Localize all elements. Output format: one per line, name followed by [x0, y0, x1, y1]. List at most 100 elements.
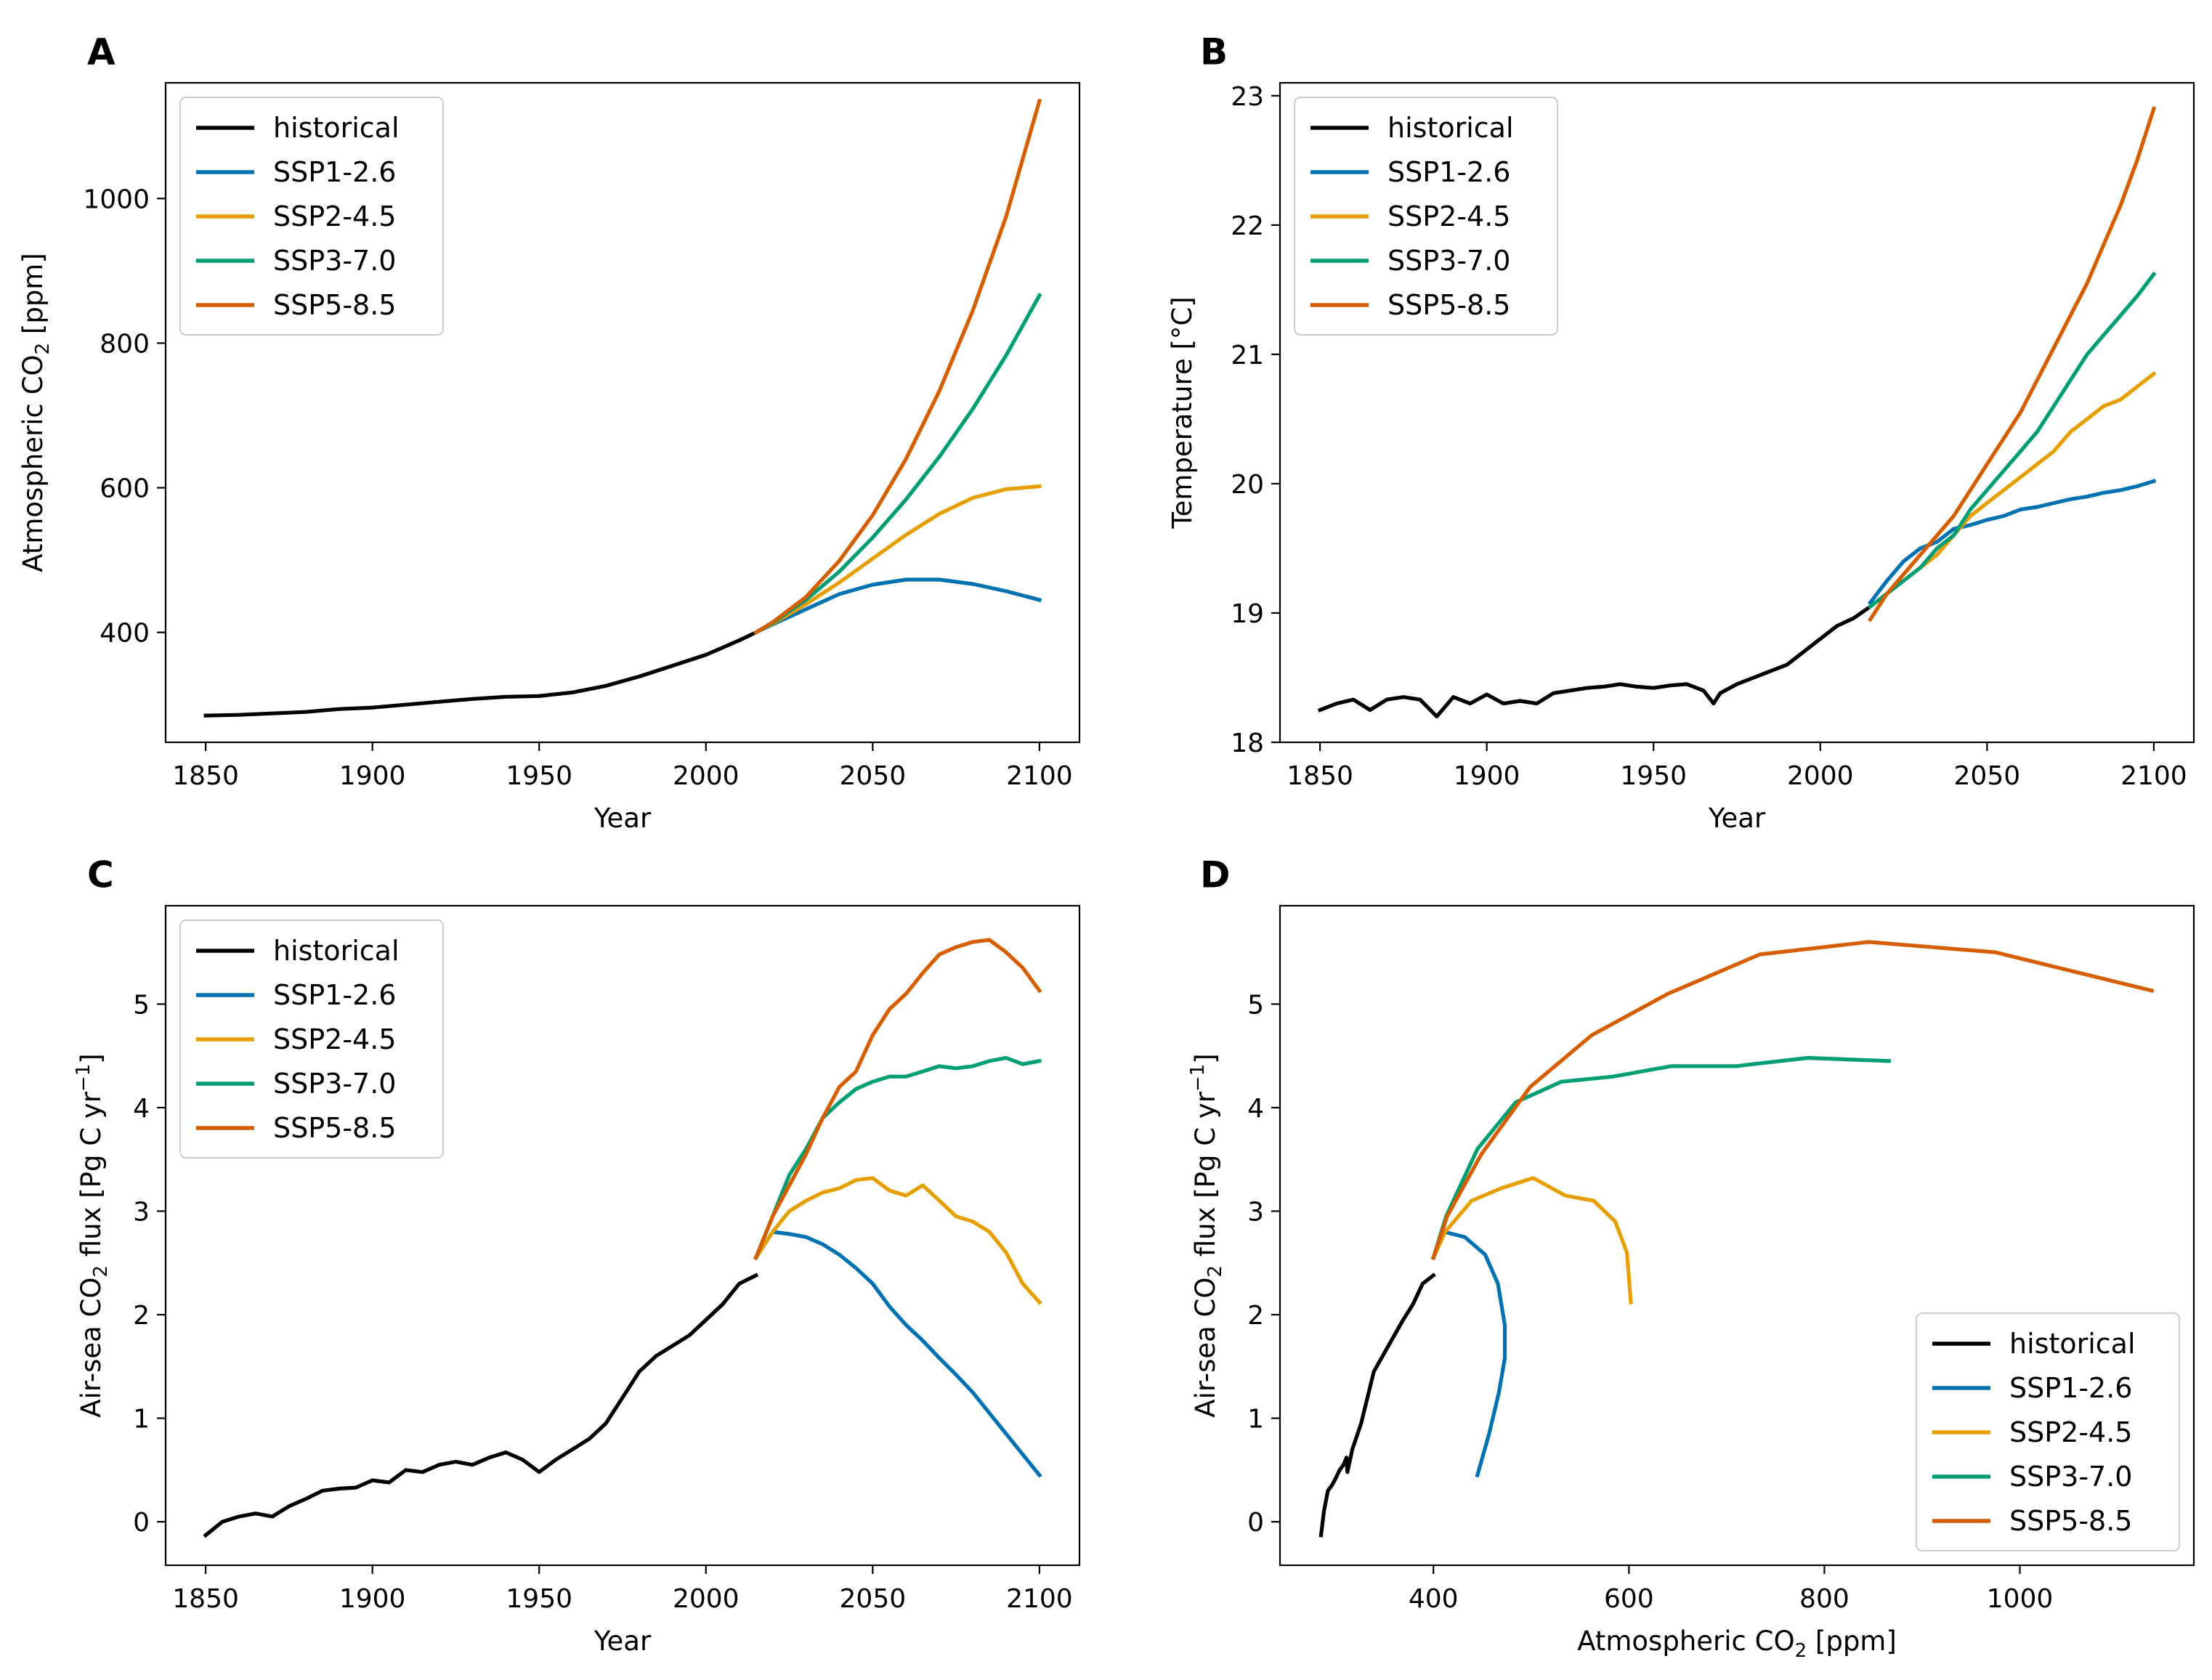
series-line-ssp3-7-0 — [1867, 271, 2157, 609]
legend-entry-label: historical — [273, 935, 400, 967]
panel-c: C 1850 1900 1950 2000 2050 2100 0 1 2 3 4 5 Year Air-s… — [73, 854, 1081, 1657]
x-tick-label: 2000 — [673, 1584, 740, 1614]
panel-letter: C — [87, 854, 114, 896]
x-tick-label: 1850 — [1287, 761, 1353, 791]
x-tick-label: 2100 — [2120, 761, 2187, 791]
series-line-ssp1-2-6 — [1867, 479, 2157, 606]
legend-entry-label: SSP2-4.5 — [273, 1023, 396, 1055]
y-axis-label: Air-sea CO2 flux [Pg C yr−1] — [1187, 1053, 1226, 1417]
legend-entry-label: SSP5-8.5 — [2009, 1505, 2132, 1537]
x-tick-label: 1900 — [1454, 761, 1520, 791]
y-axis-label: Atmospheric CO2 [ppm] — [17, 253, 54, 572]
x-tick-label: 1950 — [506, 761, 572, 791]
series-line-ssp5-8-5 — [1430, 940, 2155, 1260]
series-line-historical — [203, 630, 759, 718]
x-tick-label: 1850 — [172, 1584, 239, 1614]
x-tick-label: 600 — [1604, 1584, 1654, 1614]
series-line-ssp3-7-0 — [1430, 1055, 1891, 1260]
axes-frame — [164, 904, 1081, 1567]
legend-box — [1916, 1312, 2180, 1551]
series-line-historical — [1318, 1273, 1436, 1538]
x-tick-label: 2100 — [1006, 761, 1073, 791]
y-tick-label: 21 — [1231, 341, 1264, 370]
x-tick-label: 2000 — [1787, 761, 1854, 791]
x-tick-label: 2050 — [840, 761, 907, 791]
panel-a: A 1850 1900 1950 2000 2050 2100 400 600 800 1000 Ye… — [17, 31, 1081, 834]
legend-entry-label: SSP1-2.6 — [1387, 156, 1510, 188]
legend-entry-label: SSP2-4.5 — [2009, 1416, 2132, 1448]
y-tick-label: 3 — [1247, 1198, 1264, 1227]
x-tick-label: 2000 — [673, 761, 740, 791]
legend-entry-label: SSP3-7.0 — [1387, 245, 1510, 277]
series-line-historical — [1317, 604, 1873, 719]
y-tick-label: 2 — [1247, 1301, 1264, 1331]
y-tick-label: 1 — [1247, 1405, 1264, 1435]
legend-entry-label: SSP3-7.0 — [2009, 1461, 2132, 1493]
legend-entry-label: SSP1-2.6 — [2009, 1372, 2132, 1404]
legend-entry-label: SSP5-8.5 — [273, 289, 396, 321]
panel-letter: B — [1200, 31, 1228, 73]
y-tick-label: 4 — [1247, 1094, 1264, 1124]
panel-letter: D — [1200, 854, 1231, 896]
series-line-ssp2-4-5 — [753, 1176, 1042, 1305]
plot-area — [203, 938, 1042, 1538]
legend: historical SSP1-2.6 SSP2-4.5 SSP3-7.0 SSP5-8… — [179, 920, 444, 1158]
y-tick-label: 20 — [1231, 470, 1264, 500]
plot-area — [203, 98, 1042, 718]
y-tick-label: 4 — [133, 1094, 150, 1124]
legend: historical SSP1-2.6 SSP2-4.5 SSP3-7.0 SSP5-8… — [179, 97, 444, 336]
legend-entry-label: SSP5-8.5 — [273, 1112, 396, 1144]
series-line-ssp5-8-5 — [753, 98, 1042, 636]
series-line-ssp1-2-6 — [753, 577, 1042, 636]
y-axis-label: Temperature [°C] — [1167, 296, 1198, 529]
y-tick-label: 600 — [100, 474, 150, 504]
series-line-ssp3-7-0 — [753, 1055, 1042, 1260]
legend-entry-label: SSP1-2.6 — [273, 979, 396, 1011]
series-line-historical — [203, 1273, 759, 1538]
axes-frame — [1279, 81, 2195, 744]
x-tick-label: 1000 — [1987, 1584, 2054, 1614]
y-tick-label: 23 — [1231, 82, 1264, 112]
x-tick-label: 1900 — [339, 761, 406, 791]
x-tick-label: 1900 — [339, 1584, 406, 1614]
y-tick-label: 400 — [100, 619, 150, 649]
series-line-ssp2-4-5 — [1430, 1176, 1633, 1304]
x-tick-label: 800 — [1799, 1584, 1850, 1614]
legend-entry-label: SSP1-2.6 — [273, 156, 396, 188]
axes-frame — [164, 81, 1081, 744]
y-tick-label: 18 — [1231, 729, 1264, 758]
x-tick-label: 2050 — [1954, 761, 2021, 791]
series-line-ssp1-2-6 — [1430, 1230, 1507, 1478]
y-tick-label: 1 — [133, 1405, 150, 1435]
axes-frame — [1279, 904, 2195, 1567]
x-tick-label: 400 — [1409, 1584, 1459, 1614]
y-tick-label: 1000 — [83, 184, 150, 214]
series-line-ssp5-8-5 — [1868, 106, 2157, 622]
panel-d: D 400 600 800 1000 0 1 2 3 4 5 Atmospheric CO2 [ppm… — [1187, 854, 2195, 1662]
plot-area — [1318, 940, 2155, 1538]
legend-box — [179, 97, 444, 336]
legend-entry-label: SSP2-4.5 — [1387, 200, 1510, 232]
legend: historical SSP1-2.6 SSP2-4.5 SSP3-7.0 SSP5-8… — [1294, 97, 1558, 336]
y-tick-label: 2 — [133, 1301, 150, 1331]
x-axis-label: Atmospheric CO2 [ppm] — [1577, 1626, 1897, 1662]
x-tick-label: 1950 — [1620, 761, 1687, 791]
panel-letter: A — [87, 31, 116, 73]
y-tick-label: 0 — [133, 1508, 150, 1538]
panel-b: B 1850 1900 1950 2000 2050 2100 18 19 20 21 22 23 Yea… — [1167, 31, 2195, 834]
legend-entry-label: SSP5-8.5 — [1387, 289, 1510, 321]
y-axis-label: Air-sea CO2 flux [Pg C yr−1] — [73, 1053, 112, 1417]
series-line-ssp2-4-5 — [753, 484, 1042, 636]
legend-entry-label: SSP3-7.0 — [273, 1068, 396, 1100]
y-tick-label: 800 — [100, 329, 150, 359]
x-tick-label: 2050 — [840, 1584, 907, 1614]
x-tick-label: 1950 — [506, 1584, 572, 1614]
x-axis-label: Year — [593, 803, 652, 834]
series-line-ssp1-2-6 — [753, 1230, 1042, 1478]
legend-entry-label: historical — [1387, 112, 1514, 144]
legend: historical SSP1-2.6 SSP2-4.5 SSP3-7.0 SSP5-8… — [1916, 1312, 2180, 1551]
y-tick-label: 19 — [1231, 599, 1264, 629]
y-tick-label: 5 — [133, 990, 150, 1020]
y-tick-label: 3 — [133, 1198, 150, 1227]
